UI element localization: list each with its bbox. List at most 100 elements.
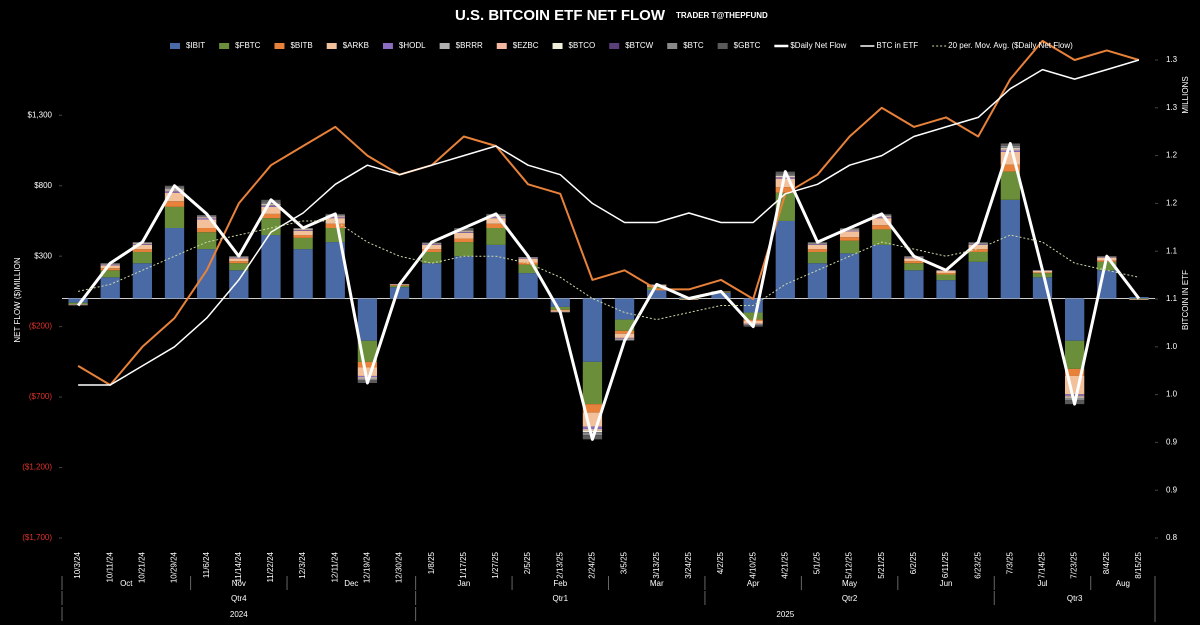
bar — [1129, 299, 1149, 300]
bar — [904, 258, 924, 262]
legend-swatch — [326, 43, 337, 49]
month-label: Jun — [940, 579, 953, 588]
bar — [807, 263, 828, 299]
month-label: Aug — [1116, 579, 1130, 588]
month-label: Mar — [650, 579, 664, 588]
bar — [872, 217, 892, 219]
bar — [518, 259, 538, 263]
bar — [807, 244, 828, 250]
legend-label: $ARKB — [343, 41, 369, 50]
month-label: May — [842, 579, 857, 588]
x-tick-label: 4/2/25 — [716, 551, 725, 574]
legend-swatch — [439, 43, 450, 49]
bar — [197, 228, 217, 233]
x-tick-label: 10/29/24 — [170, 551, 179, 583]
x-tick-label: 8/15/25 — [1134, 551, 1143, 578]
year-label: 2025 — [776, 610, 794, 619]
y-tick-label: $300 — [34, 251, 52, 260]
bar — [550, 298, 570, 307]
bar — [293, 249, 313, 299]
bar — [1064, 394, 1085, 396]
bar — [968, 244, 988, 250]
y2-tick-label: 1.1 — [1166, 294, 1178, 303]
bar — [229, 263, 249, 271]
bar — [357, 367, 378, 376]
bar — [1000, 149, 1020, 151]
y2-tick-label: 0.9 — [1166, 485, 1178, 494]
bar — [968, 261, 988, 299]
bar — [261, 235, 281, 299]
bar — [325, 228, 345, 243]
x-tick-label: 10/11/24 — [105, 551, 114, 582]
bar — [1000, 171, 1020, 200]
x-tick-label: 1/27/25 — [491, 551, 500, 578]
bar — [325, 223, 345, 228]
y2-tick-label: 0.8 — [1166, 533, 1178, 542]
bar — [1097, 261, 1117, 271]
y2-axis-title: BITCOIN IN ETF — [1181, 270, 1190, 330]
bar — [1129, 298, 1149, 300]
legend-swatch — [609, 43, 620, 49]
bar — [454, 232, 474, 239]
legend-label: $EZBC — [513, 41, 539, 50]
x-tick-label: 1/8/25 — [427, 551, 436, 574]
line-series — [78, 59, 1140, 386]
bar — [936, 270, 956, 274]
bar — [582, 298, 603, 362]
bar — [1064, 298, 1085, 341]
bar — [261, 202, 281, 204]
bar — [582, 428, 603, 430]
bar — [100, 268, 120, 271]
y2-tick-label: 1.2 — [1166, 199, 1178, 208]
bar — [518, 273, 538, 299]
bar — [164, 192, 185, 202]
bar — [518, 264, 538, 274]
bar — [936, 273, 956, 275]
bar — [357, 361, 378, 368]
bar — [839, 230, 860, 232]
legend-label: BTC in ETF — [876, 41, 918, 50]
bar — [261, 205, 281, 206]
bar — [839, 253, 860, 299]
bar — [261, 204, 281, 206]
bar — [164, 206, 185, 228]
x-tick-label: 11/6/24 — [202, 551, 211, 578]
x-tick-label: 11/22/24 — [266, 551, 275, 582]
bar — [325, 242, 345, 299]
x-tick-label: 11/14/24 — [234, 551, 243, 582]
bar — [839, 231, 860, 238]
bar — [647, 290, 667, 299]
month-label: Dec — [344, 579, 358, 588]
y-tick-label: $1,300 — [28, 110, 53, 119]
bar — [229, 258, 249, 262]
bar — [454, 232, 474, 233]
x-tick-label: 10/3/24 — [73, 551, 82, 578]
bar — [229, 270, 249, 299]
bar — [261, 218, 281, 236]
bar — [454, 229, 474, 231]
bar — [261, 213, 281, 219]
bar — [422, 249, 442, 252]
y2-tick-label: 1.1 — [1166, 246, 1178, 255]
bar — [229, 257, 249, 259]
bar — [775, 178, 795, 188]
bar — [197, 216, 217, 218]
legend-swatch — [382, 43, 393, 49]
y-tick-label: ($200) — [29, 322, 52, 331]
bar — [422, 263, 442, 299]
bar — [261, 204, 281, 205]
bar — [197, 232, 217, 250]
month-label: Feb — [553, 579, 567, 588]
x-tick-label: 7/3/25 — [1005, 551, 1014, 574]
bar — [486, 216, 506, 217]
bar — [389, 287, 410, 299]
y-tick-label: ($1,700) — [22, 533, 52, 542]
x-tick-label: 4/10/25 — [748, 551, 757, 578]
legend-label: $GBTC — [734, 41, 761, 50]
y2-tick-label: 1.3 — [1166, 55, 1178, 64]
bar — [1000, 199, 1020, 299]
bar — [293, 230, 313, 236]
bar — [164, 189, 185, 190]
bar — [293, 235, 313, 238]
